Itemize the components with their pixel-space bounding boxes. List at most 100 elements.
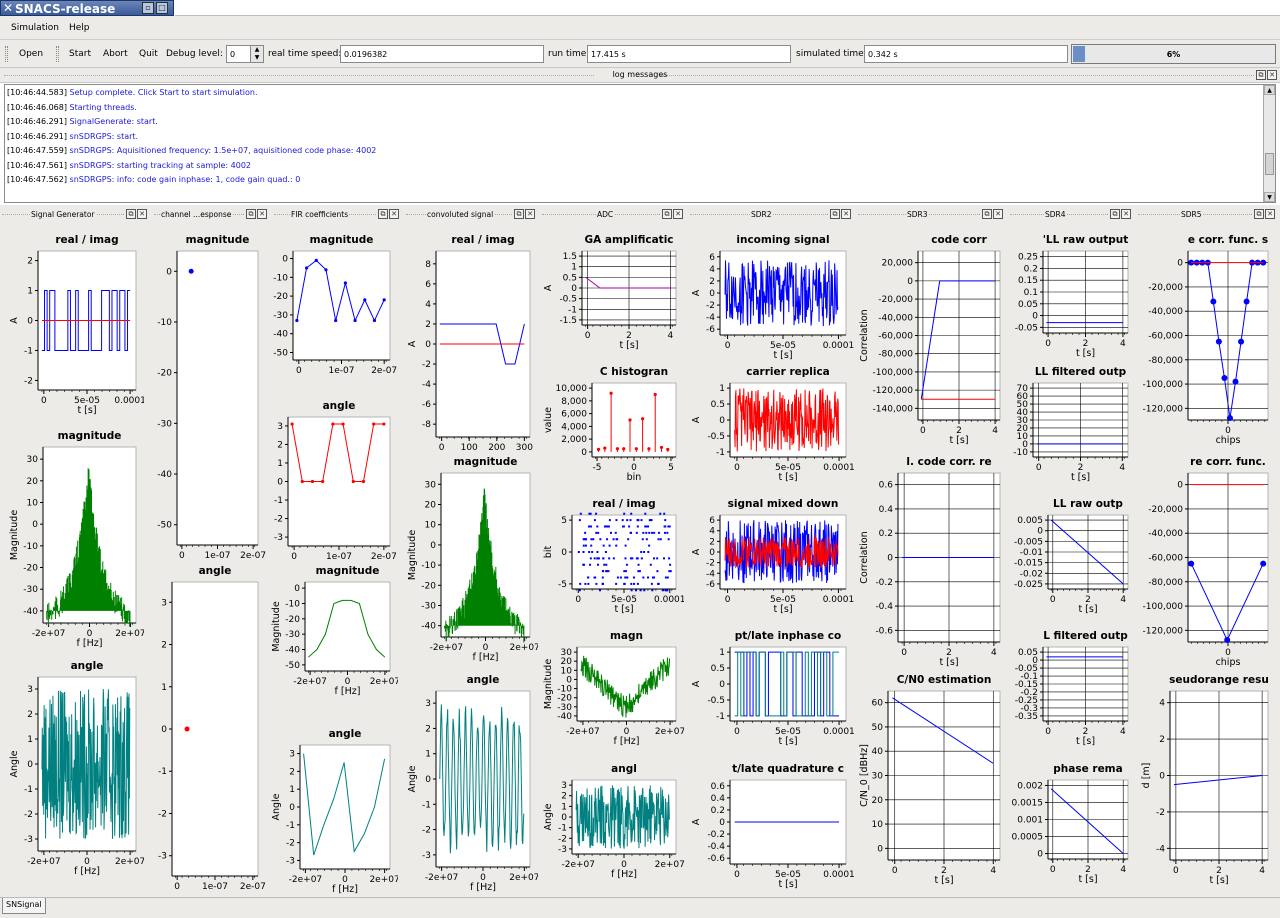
dock-header[interactable]: SDR4 ⧉ ✕ [1008, 207, 1136, 221]
plot-adc_ri[interactable]: real / imag 5 0 -5 0 5e-05 0.0001 t [s] bit [542, 495, 686, 615]
close-icon[interactable]: ✕ [1265, 209, 1275, 219]
minimize-button[interactable]: ▫ [142, 2, 154, 14]
plot-sdr5_pr[interactable]: seudorange resu 4 2 0 -2 -4 0 2 4 t [s] d [m] [1140, 671, 1276, 886]
menu-help[interactable]: Help [69, 23, 90, 33]
data-point [669, 563, 672, 566]
plot-sdr2_car[interactable]: carrier replica 1 0.5 0 -0.5 -1 0 5e-05 0.0001 t … [690, 363, 855, 483]
real-time-speed-field[interactable]: 0.0196382 [340, 45, 544, 63]
x-tick-label: 5e-05 [775, 870, 801, 880]
plot-sg_ang[interactable]: angle 3 2 1 0 -1 -2 -3 -2e+07 0 2e+07 f [Hz] Angle [8, 657, 145, 877]
plot-sdr2_inp[interactable]: pt/late inphase co 1 0.5 0 -0.5 -1 0 5e-05 0.000… [690, 627, 855, 747]
log-scrollbar[interactable]: ▲ ▼ [1263, 85, 1275, 202]
open-button[interactable]: Open [19, 49, 44, 59]
y-tick-label: -40 [273, 330, 288, 340]
plot-sg_ri[interactable]: real / imag 2 1 0 -1 -2 0 5e-05 0.0001 t [s] A [8, 231, 146, 416]
toolbar-grip[interactable] [56, 46, 59, 62]
y-tick-label: -1 [158, 767, 167, 777]
close-icon[interactable]: ✕ [993, 209, 1003, 219]
plot-fir_ang2[interactable]: angle 3 2 1 0 -1 -2 -3 -2e+07 0 2e+07 f [Hz] Angle [270, 725, 400, 895]
float-icon[interactable]: ⧉ [1254, 209, 1264, 219]
float-icon[interactable]: ⧉ [982, 209, 992, 219]
close-icon[interactable]: ✕ [389, 209, 399, 219]
plot-sdr4_phase[interactable]: phase rema 0.002 0.0015 0.001 0.0005 0 0 2 4 t [s… [1010, 760, 1136, 885]
toolbar-grip[interactable] [5, 46, 8, 62]
close-icon[interactable]: ✕ [257, 209, 267, 219]
plot-sdr4_filt[interactable]: LL filtered outp 70 60 50 40 30 20 10 0 -10 0 2 4 t [… [1010, 363, 1136, 483]
plot-cv_ri[interactable]: real / imag 8 6 4 2 0 -2 -4 -6 -8 0 100 200 300 A [406, 231, 538, 453]
debug-level-input[interactable]: 0 [226, 45, 251, 63]
plot-fir_ang[interactable]: angle 3 2 1 0 -1 -2 -3 0 1e-07 2e-07 [270, 397, 398, 562]
plot-sdr4_raw2[interactable]: LL raw outp 0.005 0 -0.005 -0.01 -0.015 -0.02-… [1010, 495, 1136, 615]
plot-fir_mag[interactable]: magnitude 0 -10 -20 -30 -40 -50 0 1e-07 2e-07 [270, 231, 398, 376]
menu-simulation[interactable]: Simulation [11, 23, 59, 33]
debug-level-spinner[interactable]: ▲ ▼ [250, 45, 264, 63]
log-dock-header[interactable]: log messages ⧉ ✕ [0, 68, 1280, 83]
plot-cv_mag[interactable]: magnitude 30 20 10 0 -10 -20 -30 -40 -2e+07 0 2e+07… [406, 453, 540, 663]
data-point [589, 512, 592, 515]
close-icon[interactable]: ✕ [673, 209, 683, 219]
dock-header[interactable]: FIR coefficients ⧉ ✕ [272, 207, 404, 221]
y-tick-label: -1 [558, 824, 567, 834]
log-timestamp: [10:46:47.559] [7, 146, 70, 155]
window-titlebar[interactable]: ✕ SNACS-release ▫ □ [0, 0, 174, 16]
plot-sdr5_corr1[interactable]: e corr. func. s 0 -20,000 -40,000 -60,000 -80… [1140, 231, 1276, 446]
title-bar-area [175, 0, 1280, 16]
dock-header[interactable]: SDR2 ⧉ ✕ [688, 207, 856, 221]
dock-header[interactable]: SDR3 ⧉ ✕ [856, 207, 1008, 221]
dock-header[interactable]: channel ...esponse ⧉ ✕ [152, 207, 272, 221]
close-icon[interactable]: ✕ [525, 209, 535, 219]
y-tick-label: 30 [561, 648, 573, 658]
dock-header[interactable]: convoluted signal ⧉ ✕ [404, 207, 540, 221]
plot-adc_agc[interactable]: GA amplificatic 1.5 1 0.5 0 -0.5 -1 -1.5 0 2 4 t [s… [542, 231, 684, 351]
plot-sg_mag[interactable]: magnitude 30 20 10 0 -10 -20 -30 -40 -2e+07 0 2e+07… [8, 427, 146, 649]
float-icon[interactable]: ⧉ [126, 209, 136, 219]
plot-cv_ang[interactable]: angle 3 2 1 0 -1 -2 -3 -2e+07 0 2e+07 f [Hz] Angle [406, 671, 539, 893]
dock-header[interactable]: ADC ⧉ ✕ [540, 207, 688, 221]
plot-sdr2_mix[interactable]: signal mixed down 6 4 2 0 -2 -4 -6 0 5e-05 0.0001 t… [690, 495, 854, 615]
quit-button[interactable]: Quit [139, 49, 158, 59]
maximize-button[interactable]: □ [156, 2, 168, 14]
plot-sdr2_in[interactable]: incoming signal 6 4 2 0 -2 -4 -6 0 5e-05 0.0001 t [… [690, 231, 854, 361]
float-icon[interactable]: ⧉ [662, 209, 672, 219]
run-time-field[interactable]: 17.415 s [587, 45, 791, 63]
float-icon[interactable]: ⧉ [1256, 70, 1266, 80]
plot-adc_hist[interactable]: C histogran 10,000 8,000 6,000 4,000 2,000 0 -5… [542, 363, 684, 483]
x-tick-label: -2e+07 [27, 857, 61, 867]
status-tab-snsignal[interactable]: SNSignal [2, 898, 46, 914]
close-icon[interactable]: ✕ [1121, 209, 1131, 219]
simulated-time-field[interactable]: 0.342 s [864, 45, 1068, 63]
plot-ch_ang[interactable]: angle 3 2 1 0 -1 -2 -3 0 1e-07 2e-07 [154, 562, 266, 892]
plot-sdr4_raw[interactable]: 'LL raw output 0.25 0.2 0.15 0.1 0.05 0 -0.05 0 2… [1010, 231, 1136, 359]
data-point [601, 582, 604, 585]
float-icon[interactable]: ⧉ [1110, 209, 1120, 219]
data-point [584, 531, 587, 534]
plot-sdr5_corr2[interactable]: re corr. func. 0 -20,000 -40,000 -60,000 -80,… [1140, 453, 1276, 668]
scroll-down-icon[interactable]: ▼ [1264, 192, 1275, 202]
float-icon[interactable]: ⧉ [514, 209, 524, 219]
plot-fir_mag2[interactable]: magnitude 0 -10 -20 -30 -40 -50 -2e+07 0 2e+07 f [… [270, 562, 400, 697]
float-icon[interactable]: ⧉ [830, 209, 840, 219]
plot-adc_angl[interactable]: angl 3 2 1 0 -1 -2 -3 -2e+07 0 2e+07 f [Hz] Angle [542, 760, 685, 880]
log-messages[interactable]: [10:46:44.583] Setup complete. Click Sta… [4, 84, 1276, 203]
plot-sdr3_cn0[interactable]: C/N0 estimation 60 50 40 30 20 10 0 0 2 4 t [s] C/N_… [858, 671, 1008, 886]
close-icon[interactable]: ✕ [841, 209, 851, 219]
plot-sdr2_quad[interactable]: t/late quadrature c 0.6 0.4 0.2 0 -0.2 -0.4 -0.… [690, 760, 855, 890]
scroll-thumb[interactable] [1265, 153, 1274, 175]
plot-sdr3_code[interactable]: code corr 20,000 0 -20,000 -40,000 -60,000 -80… [858, 231, 1008, 446]
close-icon[interactable]: ✕ [137, 209, 147, 219]
start-button[interactable]: Start [69, 49, 91, 59]
plot-sdr3_norm[interactable]: l. code corr. re 0.6 0.4 0.2 0 -0.2 -0.4 -0.6 0 2… [858, 453, 1008, 668]
float-icon[interactable]: ⧉ [378, 209, 388, 219]
float-icon[interactable]: ⧉ [246, 209, 256, 219]
y-tick-label: -10 [557, 685, 572, 695]
y-tick-label: 3 [425, 699, 431, 709]
scroll-up-icon[interactable]: ▲ [1264, 85, 1275, 95]
plot-adc_magn[interactable]: magn 30 20 10 0 -10 -20 -30 -40 -2e+07 0 2e+07 f [Hz… [542, 627, 685, 747]
y-tick-label: -2 [706, 301, 715, 311]
plot-sdr4_filt2[interactable]: L filtered outp 0.05 0 -0.05 -0.1 -0.15 -0.2 -0… [1010, 627, 1136, 747]
close-icon[interactable]: ✕ [1267, 70, 1277, 80]
abort-button[interactable]: Abort [103, 49, 128, 59]
dock-header[interactable]: Signal Generator ⧉ ✕ [0, 207, 152, 221]
dock-header[interactable]: SDR5 ⧉ ✕ [1136, 207, 1280, 221]
plot-ch_mag[interactable]: magnitude 0 -10 -20 -30 -40 -50 0 1e-07 2e-07 [154, 231, 266, 561]
